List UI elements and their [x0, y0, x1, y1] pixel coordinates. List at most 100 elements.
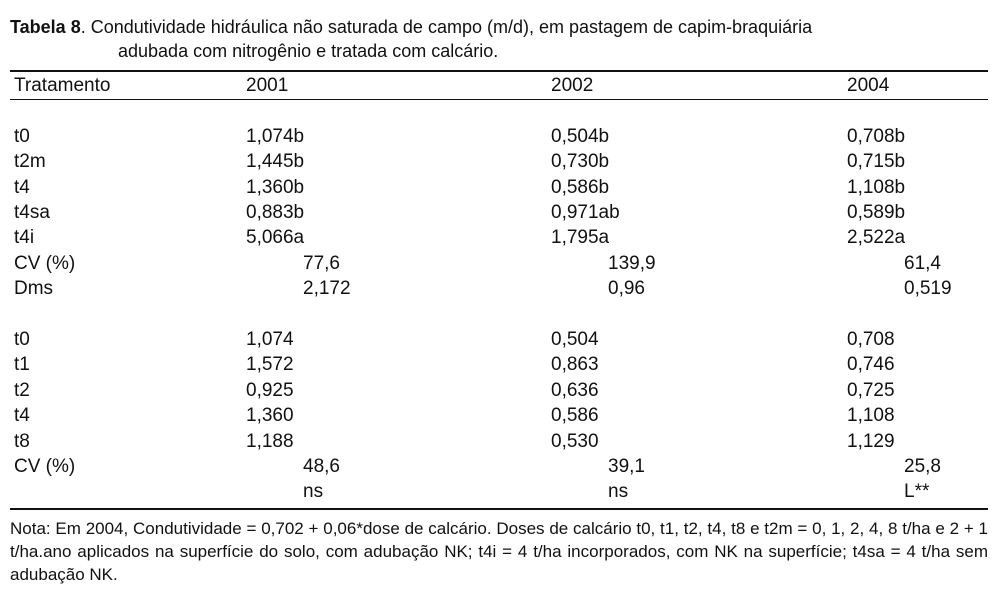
- significance-letter-2001: b: [293, 151, 305, 173]
- stat-value-2004: L**: [904, 481, 930, 503]
- value-2002: 0,636: [551, 379, 599, 401]
- stat-cell-2002: 39,1: [551, 454, 847, 479]
- value-cell-2004: 0,746: [847, 352, 984, 377]
- value-cell-2004: 1,108: [847, 403, 984, 428]
- value-cell-2002: 0,504b: [551, 124, 847, 149]
- treatment-cell: t4: [14, 176, 30, 198]
- stat-value-2001: 77,6: [303, 252, 340, 274]
- table-row: t2 0,925 0,636 0,725: [14, 378, 984, 403]
- value-2002: 0,730: [551, 151, 599, 173]
- significance-letter-2002: b: [598, 176, 610, 198]
- value-2002: 0,863: [551, 354, 599, 376]
- value-2001: 1,188: [246, 430, 294, 452]
- value-2001: 1,572: [246, 354, 294, 376]
- value-cell-2001: 1,360: [246, 403, 551, 428]
- stat-cell-2002: ns: [551, 479, 847, 504]
- value-2001: 0,925: [246, 379, 294, 401]
- value-2004: 0,708: [847, 125, 895, 147]
- stat-cell-2004: L**: [847, 479, 984, 504]
- stat-label: [14, 479, 246, 504]
- value-cell-2001: 0,883b: [246, 200, 551, 225]
- significance-letter-2004: a: [894, 227, 906, 249]
- value-cell-2002: 0,586: [551, 403, 847, 428]
- stat-label: CV (%): [14, 456, 76, 478]
- significance-letter-2002: ab: [598, 202, 620, 224]
- header-row: Tratamento 2001 2002 2004: [14, 73, 984, 98]
- significance-letter-2001: b: [293, 125, 305, 147]
- value-cell-2001: 1,445b: [246, 149, 551, 174]
- header-2004: 2004: [847, 75, 890, 96]
- value-cell-2002: 1,795a: [551, 225, 847, 250]
- value-2002: 0,586: [551, 176, 599, 198]
- significance-letter-2002: b: [598, 151, 610, 173]
- table-row: t1 1,572 0,863 0,746: [14, 352, 984, 377]
- treatment-cell: t0: [14, 329, 30, 351]
- table-caption: Tabela 8. Condutividade hidráulica não s…: [10, 15, 990, 63]
- value-cell-2004: 0,708: [847, 327, 984, 352]
- header-2002: 2002: [551, 75, 594, 96]
- spacer-row: [14, 98, 984, 123]
- value-cell-2001: 1,572: [246, 352, 551, 377]
- table-row: t8 1,188 0,530 1,129: [14, 429, 984, 454]
- value-2004: 1,108: [847, 176, 895, 198]
- stat-value-2004: 61,4: [904, 252, 941, 274]
- spacer-cell: [14, 98, 984, 123]
- value-cell-2001: 1,074b: [246, 124, 551, 149]
- significance-letter-2001: b: [293, 202, 305, 224]
- stat-row: Dms 2,172 0,96 0,519: [14, 276, 984, 301]
- value-2004: 0,708: [847, 329, 895, 351]
- value-cell-2004: 0,708b: [847, 124, 984, 149]
- value-2001: 1,074: [246, 125, 294, 147]
- stat-row: CV (%) 48,6 39,1 25,8: [14, 454, 984, 479]
- value-2001: 0,883: [246, 202, 294, 224]
- significance-letter-2004: b: [894, 202, 906, 224]
- value-cell-2002: 0,504: [551, 327, 847, 352]
- significance-letter-2002: a: [598, 227, 610, 249]
- top-rule: [10, 70, 988, 72]
- table-row: t0 1,074 0,504 0,708: [14, 327, 984, 352]
- stat-value-2001: 2,172: [303, 278, 351, 300]
- value-2001: 5,066: [246, 227, 294, 249]
- bottom-rule: [10, 508, 988, 510]
- stat-cell-2004: 0,519: [847, 276, 984, 301]
- treatment-cell: t2m: [14, 151, 46, 173]
- table-row: t0 1,074b 0,504b 0,708b: [14, 124, 984, 149]
- table-row: t2m 1,445b 0,730b 0,715b: [14, 149, 984, 174]
- value-cell-2001: 0,925: [246, 378, 551, 403]
- table-body: t0 1,074b 0,504b 0,708b t2m 1,445b 0,730b 0,715…: [14, 98, 984, 504]
- stat-value-2004: 0,519: [904, 278, 952, 300]
- value-2002: 0,586: [551, 405, 599, 427]
- treatment-cell: t4i: [14, 227, 35, 249]
- value-cell-2001: 5,066a: [246, 225, 551, 250]
- caption-text-line2: adubada com nitrogênio e tratada com cal…: [118, 41, 499, 61]
- stat-value-2001: 48,6: [303, 456, 340, 478]
- value-2002: 0,504: [551, 329, 599, 351]
- stat-cell-2001: 48,6: [246, 454, 551, 479]
- significance-letter-2001: a: [293, 227, 305, 249]
- table-row: t4 1,360 0,586 1,108: [14, 403, 984, 428]
- table-row: t4 1,360b 0,586b 1,108b: [14, 175, 984, 200]
- value-2004: 1,108: [847, 405, 895, 427]
- value-cell-2004: 1,129: [847, 429, 984, 454]
- stat-row: CV (%) 77,6 139,9 61,4: [14, 251, 984, 276]
- treatment-cell: t4sa: [14, 202, 50, 224]
- value-cell-2004: 0,589b: [847, 200, 984, 225]
- header-2001: 2001: [246, 75, 289, 96]
- treatment-cell: t0: [14, 125, 30, 147]
- stat-cell-2004: 25,8: [847, 454, 984, 479]
- value-2002: 0,530: [551, 430, 599, 452]
- stat-cell-2001: 77,6: [246, 251, 551, 276]
- stat-value-2002: 39,1: [608, 456, 645, 478]
- value-cell-2002: 0,863: [551, 352, 847, 377]
- stat-cell-2002: 0,96: [551, 276, 847, 301]
- stat-value-2001: ns: [303, 481, 324, 503]
- value-2004: 0,715: [847, 151, 895, 173]
- significance-letter-2004: b: [894, 176, 906, 198]
- stat-value-2002: 0,96: [608, 278, 645, 300]
- table-row: t4i 5,066a 1,795a 2,522a: [14, 225, 984, 250]
- value-2004: 0,725: [847, 379, 895, 401]
- stat-cell-2002: 139,9: [551, 251, 847, 276]
- caption-label: Tabela 8: [10, 17, 81, 37]
- value-cell-2004: 0,725: [847, 378, 984, 403]
- value-2001: 1,074: [246, 329, 294, 351]
